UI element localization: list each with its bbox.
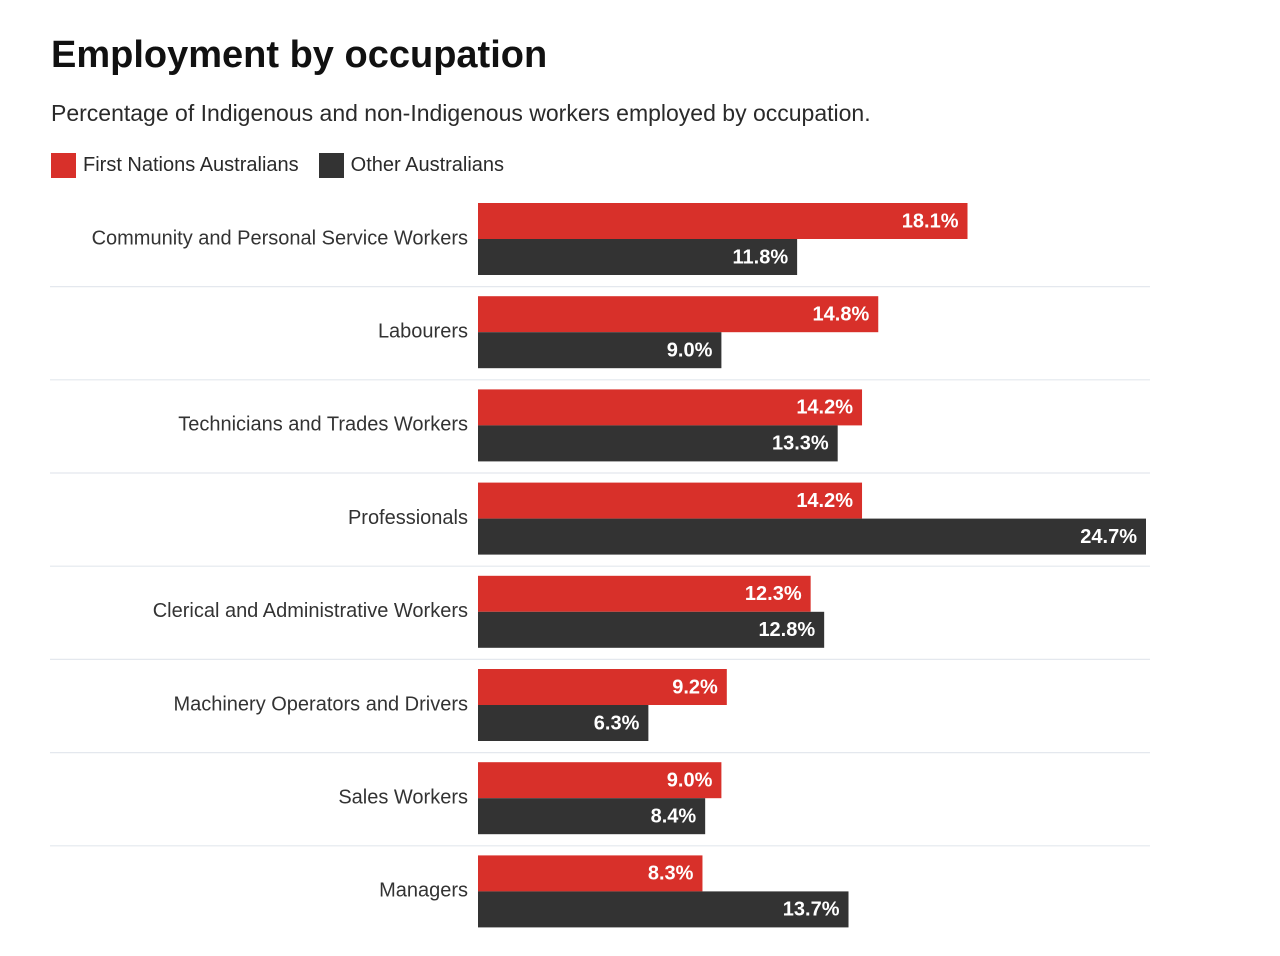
legend-item-other: Other Australians <box>318 152 505 178</box>
legend-swatch-first-nations <box>51 152 76 178</box>
bar-value-label: 12.3% <box>745 583 802 605</box>
category-label: Professionals <box>348 507 468 529</box>
bar-value-label: 9.0% <box>667 769 713 791</box>
bar-value-label: 8.3% <box>648 863 694 885</box>
bar-other <box>478 705 649 741</box>
bar-other <box>478 518 1146 555</box>
category-label: Managers <box>379 880 468 902</box>
bar-value-label: 12.8% <box>758 619 815 641</box>
category-label: Machinery Operators and Drivers <box>173 693 468 715</box>
bar-value-label: 24.7% <box>1080 526 1137 548</box>
category-label: Clerical and Administrative Workers <box>153 600 468 622</box>
legend-swatch-other <box>318 152 344 178</box>
category-label: Community and Personal Service Workers <box>92 227 468 249</box>
category-label: Technicians and Trades Workers <box>178 414 468 436</box>
bar-first-nations <box>478 762 722 799</box>
legend-item-first-nations: First Nations Australians <box>51 152 299 178</box>
bar-value-label: 11.8% <box>733 246 789 268</box>
bar-value-label: 18.1% <box>902 210 959 232</box>
bar-first-nations <box>478 389 863 426</box>
bar-value-label: 14.2% <box>796 490 853 512</box>
bar-other <box>478 891 849 928</box>
bar-value-label: 13.7% <box>783 899 840 921</box>
bar-value-label: 14.8% <box>813 303 870 325</box>
category-label: Labourers <box>378 320 468 342</box>
bar-value-label: 14.2% <box>796 397 853 419</box>
bar-value-label: 8.4% <box>651 805 697 827</box>
bar-other <box>478 611 825 648</box>
chart-subtitle: Percentage of Indigenous and non-Indigen… <box>51 100 871 126</box>
bar-other <box>478 425 838 462</box>
bar-other <box>478 332 722 369</box>
bar-first-nations <box>478 575 811 612</box>
bar-first-nations <box>478 855 703 892</box>
legend-label-first-nations: First Nations Australians <box>83 153 299 176</box>
bar-first-nations <box>478 203 968 239</box>
bar-value-label: 13.3% <box>772 433 829 455</box>
bar-first-nations <box>478 296 879 333</box>
bar-first-nations <box>478 482 863 519</box>
bar-value-label: 6.3% <box>594 712 640 734</box>
bar-first-nations <box>478 669 727 705</box>
bar-value-label: 9.0% <box>667 339 713 361</box>
bar-other <box>478 798 706 835</box>
bar-value-label: 9.2% <box>672 676 718 698</box>
chart-title: Employment by occupation <box>51 34 548 76</box>
legend-label-other: Other Australians <box>350 153 505 176</box>
chart-legend: First Nations Australians Other Australi… <box>51 152 524 178</box>
bar-other <box>478 239 798 275</box>
category-label: Sales Workers <box>338 786 468 808</box>
